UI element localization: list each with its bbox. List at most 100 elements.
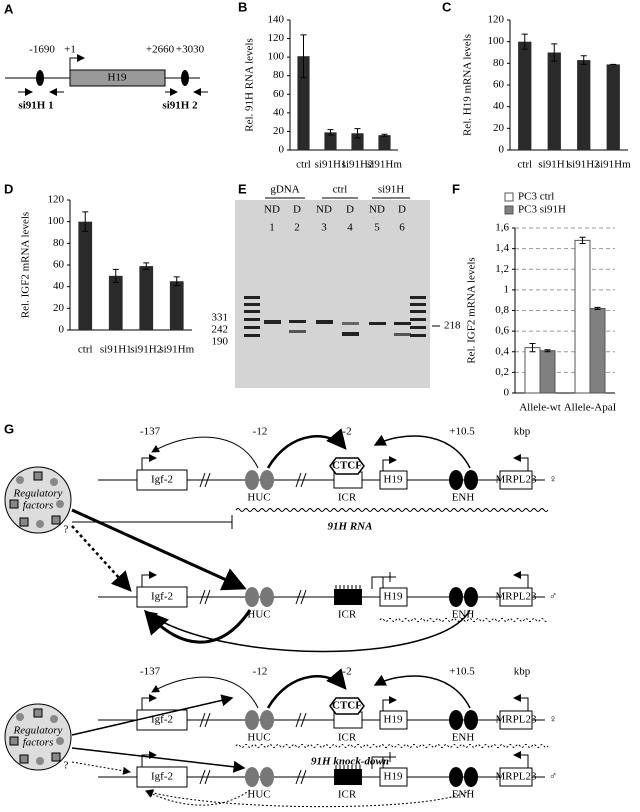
label: HUC <box>247 492 270 504</box>
gene-box <box>499 710 533 730</box>
error-bar <box>580 55 587 65</box>
position: +3030 <box>176 44 205 56</box>
arrow <box>143 609 252 644</box>
label: kbp <box>514 426 531 438</box>
lane-number: 5 <box>374 222 380 234</box>
label: ICR <box>338 609 357 621</box>
x-tick-label: si91H2 <box>568 159 600 171</box>
enh <box>464 470 478 490</box>
label: factors <box>23 500 54 512</box>
x-tick-label: si91Hm <box>596 159 631 171</box>
error-bar <box>594 306 601 310</box>
gene-box <box>136 766 188 788</box>
bar <box>139 266 154 330</box>
lane-label: ND <box>369 204 385 216</box>
y-tick-label: 20 <box>493 122 505 134</box>
error-bar <box>327 129 334 136</box>
label: H19 <box>384 714 403 726</box>
position: +1 <box>64 44 76 56</box>
label: 91H knock-down <box>311 756 389 768</box>
promoter <box>141 751 157 767</box>
label: -2 <box>342 426 351 438</box>
y-tick-label: 40 <box>53 280 65 292</box>
label: 91H RNA <box>328 521 373 533</box>
ctcf <box>329 697 365 715</box>
factor <box>33 708 43 718</box>
huc <box>245 710 259 730</box>
position: -1690 <box>29 44 55 56</box>
enh <box>449 470 463 490</box>
label: MRPL23 <box>496 474 537 486</box>
bar <box>297 56 310 150</box>
icr <box>334 589 362 605</box>
factor <box>51 752 61 762</box>
panel-label: F <box>452 181 460 196</box>
y-tick-label: 20 <box>273 125 285 137</box>
panel-label: B <box>238 0 247 14</box>
huc <box>245 767 259 787</box>
label: ICR <box>338 732 357 744</box>
panel-label: D <box>4 181 13 196</box>
label: Regulatory <box>13 488 63 500</box>
y-tick-label: 60 <box>53 259 65 271</box>
y-tick-label: 80 <box>493 57 505 69</box>
arrow <box>373 434 471 469</box>
break <box>295 712 307 728</box>
break <box>295 589 307 605</box>
rna <box>235 508 549 512</box>
promoter <box>141 454 157 470</box>
y-tick-label: 0 <box>279 144 285 156</box>
bar <box>351 133 364 150</box>
bar <box>78 221 93 330</box>
gene-box <box>136 469 188 491</box>
x-tick-label: si91H1 <box>100 344 132 356</box>
group-label: gDNA <box>270 184 299 196</box>
icr <box>334 769 362 785</box>
legend-swatch <box>504 205 514 215</box>
y-axis-label: Rel. IGF2 mRNA levels <box>466 257 478 363</box>
gene-box <box>379 710 408 730</box>
label: H19 <box>384 474 403 486</box>
error-bar <box>143 262 150 270</box>
gene-box <box>499 767 533 787</box>
lane-label: D <box>398 204 406 216</box>
label: MRPL23 <box>496 591 537 603</box>
label: ? <box>64 524 69 536</box>
bar <box>547 52 561 150</box>
lane-label: D <box>346 204 354 216</box>
factor <box>33 471 43 481</box>
panel-label: G <box>4 421 14 436</box>
legend-swatch <box>504 192 514 202</box>
bar <box>324 132 337 150</box>
bands <box>244 296 426 337</box>
y-tick-label: 0 <box>499 144 505 156</box>
factor <box>36 520 44 528</box>
break <box>199 769 211 785</box>
promoter <box>513 694 529 711</box>
bar <box>574 239 591 394</box>
label: Igf-2 <box>151 591 173 603</box>
huc <box>245 587 259 607</box>
label: HUC <box>247 609 270 621</box>
label: ENH <box>452 732 475 744</box>
arrow <box>266 668 347 709</box>
label: ♂ <box>549 771 557 783</box>
marker-label: 190 <box>212 336 229 348</box>
y-tick-label: 1,2 <box>495 263 509 275</box>
error-bar <box>579 236 586 244</box>
primer-label: si91H 2 <box>162 100 198 112</box>
methyl <box>335 765 361 769</box>
x-tick-label: ctrl <box>296 159 311 171</box>
site <box>36 70 44 86</box>
factor <box>51 515 61 525</box>
error-bar <box>381 133 388 137</box>
enh <box>464 710 478 730</box>
x-tick-label: si91H1 <box>315 159 347 171</box>
gene-box <box>499 587 533 607</box>
label: H19 <box>384 771 403 783</box>
y-tick-label: 100 <box>48 215 65 227</box>
lane-label: D <box>293 204 301 216</box>
label: Regulatory <box>13 725 63 737</box>
error-bar <box>82 211 89 232</box>
